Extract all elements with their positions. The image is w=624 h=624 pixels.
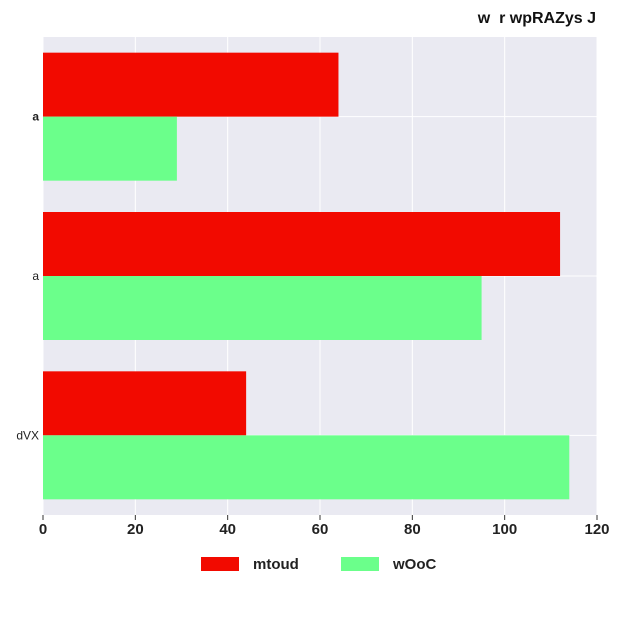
x-tick-label: 120 [584,521,609,538]
legend: mtoud wOoC [0,552,624,576]
bar-mtoud-1 [43,212,561,276]
x-tick-label: 100 [492,521,517,538]
legend-label-mtoud: mtoud [253,555,299,573]
x-tick-label: 40 [219,521,236,538]
bars [43,52,570,500]
y-tick-label: a [32,269,39,283]
legend-swatch-wooc [341,557,379,571]
legend-item-mtoud: mtoud [201,552,299,576]
legend-label-wooc: wOoC [393,555,437,573]
y-axis-ticks: a a dVX [16,110,39,443]
bar-wooc-0 [43,116,177,181]
bar-wooc-2 [43,435,570,500]
bar-wooc-1 [43,276,482,340]
y-tick-label: dVX [16,428,39,442]
x-tick-label: 60 [312,521,329,538]
legend-item-wooc: wOoC [341,552,436,576]
legend-swatch-mtoud [201,557,239,571]
x-axis-ticks: 0 20 40 60 80 100 120 [39,515,610,538]
x-tick-label: 0 [39,521,47,538]
bar-mtoud-0 [43,52,339,117]
x-tick-label: 20 [127,521,144,538]
y-tick-label: a [32,110,39,124]
bar-mtoud-2 [43,371,247,436]
chart-title: w r wpRAZys J [477,10,596,27]
x-tick-label: 80 [404,521,421,538]
